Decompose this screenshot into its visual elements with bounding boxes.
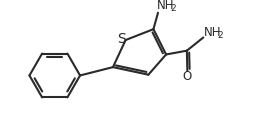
Text: NH: NH: [157, 0, 174, 12]
Text: NH: NH: [204, 26, 222, 39]
Text: 2: 2: [170, 4, 176, 13]
Text: S: S: [117, 32, 125, 46]
Text: O: O: [183, 70, 192, 83]
Text: 2: 2: [217, 31, 223, 40]
